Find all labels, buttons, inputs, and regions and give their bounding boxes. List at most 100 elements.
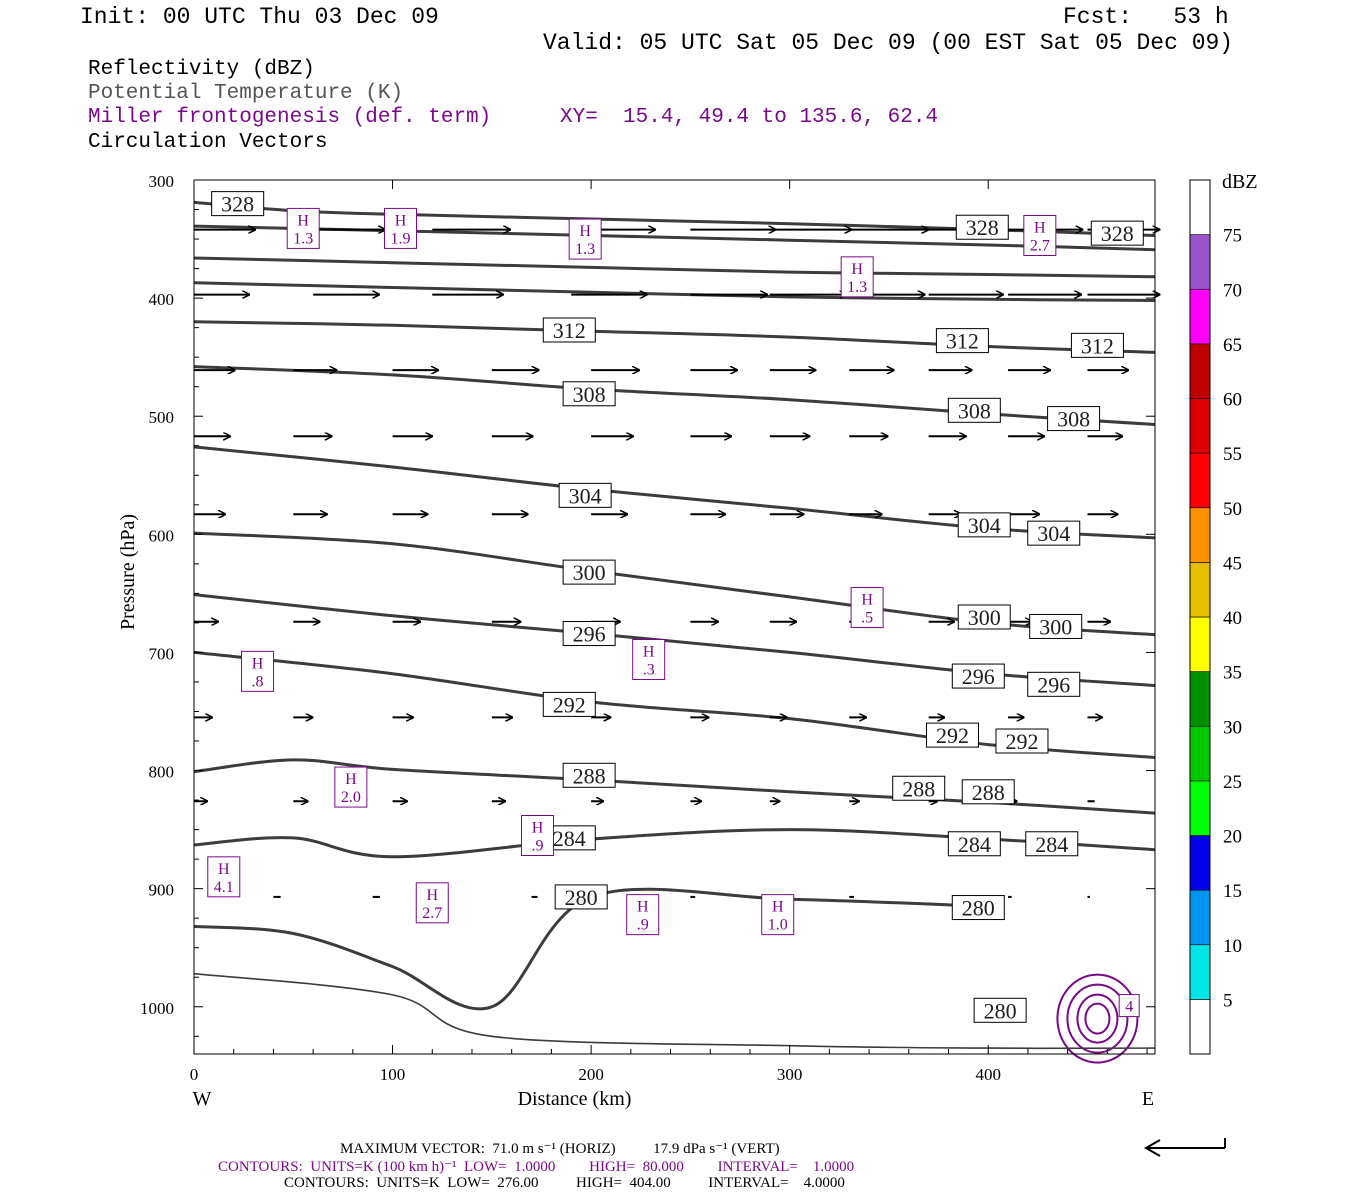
frontogenesis-max-box-2 bbox=[568, 218, 602, 260]
dbz-colorbar: 5 10 15 20 25 30 35 40 45 50 55 60 65 70 75 dBZ bbox=[1189, 171, 1258, 1055]
isentrope-label-304-2-box bbox=[1027, 520, 1081, 546]
isentrope-label-300-1-box bbox=[957, 604, 1011, 630]
frontogenesis-max-h-9: H bbox=[532, 820, 544, 837]
colorbar-label-35: 35 bbox=[1223, 663, 1242, 684]
isentrope-label-296-1: 296 bbox=[962, 664, 995, 689]
isentrope-label-312-0-box bbox=[542, 317, 596, 343]
colorbar-segment-13 bbox=[1189, 288, 1211, 345]
isentrope-label-308-2-box bbox=[1047, 406, 1101, 432]
isentrope-label-292-2-box bbox=[995, 728, 1049, 754]
legend-circulation-vectors: Circulation Vectors bbox=[88, 131, 328, 154]
axes: 300 400 500 600 700 800 900 1000 0 100 200 300 400 Di… bbox=[117, 172, 1156, 1110]
x-tick-label-100: 100 bbox=[380, 1065, 406, 1084]
colorbar-label-5: 5 bbox=[1223, 990, 1233, 1011]
isentrope-label-284-1: 284 bbox=[958, 832, 991, 857]
colorbar-segment-1 bbox=[1189, 944, 1211, 1000]
isentrope-label-284-2-box bbox=[1025, 831, 1079, 857]
frontogenesis-max-box-12 bbox=[626, 894, 660, 936]
frontogenesis-max-h-13: H bbox=[772, 899, 784, 916]
isentrope-label-304-1-box bbox=[957, 512, 1011, 538]
colorbar-label-70: 70 bbox=[1223, 280, 1242, 301]
isentrope-label-296-2-box bbox=[1027, 671, 1081, 697]
isentrope-label-308-1-box bbox=[947, 397, 1001, 423]
isentrope-312 bbox=[193, 320, 1156, 354]
isentrope-label-292-0: 292 bbox=[553, 692, 586, 717]
legend-xy-coordinates: XY= 15.4, 49.4 to 135.6, 62.4 bbox=[560, 106, 939, 129]
frontogenesis-max-value-8: 2.0 bbox=[341, 789, 361, 806]
frontogenesis-max-value-6: .3 bbox=[643, 662, 655, 679]
y-tick-label-900: 900 bbox=[149, 881, 175, 900]
x-end-label-left: W bbox=[193, 1088, 212, 1110]
isentrope-label-284-0: 284 bbox=[553, 826, 586, 851]
isentrope-label-300-0: 300 bbox=[573, 560, 606, 585]
isentrope-label-296-1-box bbox=[951, 663, 1005, 689]
isentrope-280 bbox=[193, 887, 989, 1011]
colorbar-unit: dBZ bbox=[1222, 171, 1258, 193]
x-tick-label-200: 200 bbox=[578, 1065, 604, 1084]
isentrope-label-288-0-box bbox=[562, 762, 616, 788]
isentrope-label-296-0: 296 bbox=[573, 622, 606, 647]
y-tick-label-700: 700 bbox=[149, 644, 175, 663]
forecast-hour: Fcst: 53 h bbox=[1063, 4, 1229, 30]
x-tick-label-300: 300 bbox=[777, 1065, 803, 1084]
isentrope-label-288-2-box bbox=[961, 779, 1015, 805]
isentrope-label-308-0: 308 bbox=[573, 382, 606, 407]
isentrope-320 bbox=[193, 256, 1156, 279]
frontogenesis-max-box-7 bbox=[241, 650, 275, 692]
isentrope-label-292-1: 292 bbox=[936, 723, 969, 748]
colorbar-label-15: 15 bbox=[1223, 881, 1242, 902]
colorbar-segment-8 bbox=[1189, 562, 1211, 618]
reference-vector-head bbox=[1143, 1139, 1161, 1157]
frontogenesis-max-h-8: H bbox=[345, 771, 357, 788]
frontogenesis-max-value-4: 2.7 bbox=[1030, 238, 1050, 255]
isentrope-label-288-1-box bbox=[892, 775, 946, 801]
colorbar-label-25: 25 bbox=[1223, 772, 1242, 793]
frontogenesis-max-value-10: 4.1 bbox=[214, 879, 234, 896]
isentrope-label-288-2: 288 bbox=[972, 780, 1005, 805]
colorbar-label-45: 45 bbox=[1223, 553, 1242, 574]
colorbar-segment-4 bbox=[1189, 780, 1211, 836]
frontogenesis-max-value-11: 2.7 bbox=[422, 905, 442, 922]
colorbar-label-40: 40 bbox=[1223, 608, 1242, 629]
isentrope-316 bbox=[193, 281, 1156, 302]
isentrope-label-328-2-box bbox=[1090, 220, 1144, 246]
frontogenesis-max-value-12: .9 bbox=[637, 917, 649, 934]
frontogenesis-max-h-3: H bbox=[851, 261, 863, 278]
colorbar-segment-7 bbox=[1189, 616, 1211, 672]
isentrope-label-300-1: 300 bbox=[968, 605, 1001, 630]
y-tick-label-300: 300 bbox=[149, 172, 175, 191]
colorbar-segment-12 bbox=[1189, 343, 1211, 399]
isentrope-label-292-0-box bbox=[542, 691, 596, 717]
colorbar-label-10: 10 bbox=[1223, 936, 1242, 957]
frontogenesis-max-box-4 bbox=[1023, 215, 1057, 257]
isentrope-label-308-0-box bbox=[562, 381, 616, 407]
isentrope-label-304-0-box bbox=[558, 482, 612, 508]
colorbar-label-65: 65 bbox=[1223, 335, 1242, 356]
colorbar-label-75: 75 bbox=[1223, 226, 1242, 247]
isentrope-label-extra-0-box bbox=[973, 997, 1027, 1023]
frontogenesis-max-box-8 bbox=[334, 766, 368, 808]
contour-labels: 328 328 328 312 312 312 308 308 308 304 304 304 300 3… bbox=[207, 191, 1144, 1023]
reference-vector bbox=[1143, 1138, 1226, 1157]
valid-time: Valid: 05 UTC Sat 05 Dec 09 (00 EST Sat … bbox=[543, 30, 1234, 56]
frontogenesis-max-value-9: .9 bbox=[531, 838, 543, 855]
isentrope-label-284-2: 284 bbox=[1035, 832, 1068, 857]
frontogenesis-extra-label: 4 bbox=[1125, 999, 1133, 1016]
frontogenesis-max-h-7: H bbox=[252, 655, 264, 672]
colorbar-label-50: 50 bbox=[1223, 499, 1242, 520]
frontogenesis-max-h-5: H bbox=[861, 592, 873, 609]
isentrope-label-280-0-box bbox=[554, 884, 608, 910]
frontogenesis-surface-contour-1 bbox=[1066, 983, 1129, 1054]
isentrope-292 bbox=[193, 650, 1156, 759]
isentrope-label-296-0-box bbox=[562, 621, 616, 647]
frontogenesis-max-box-5 bbox=[850, 587, 884, 629]
frontogenesis-max-value-1: 1.9 bbox=[390, 230, 410, 247]
isentrope-label-312-2: 312 bbox=[1081, 333, 1114, 358]
legend-potential-temperature: Potential Temperature (K) bbox=[88, 82, 404, 105]
x-tick-label-400: 400 bbox=[975, 1065, 1001, 1084]
isentrope-label-288-0: 288 bbox=[573, 763, 606, 788]
frontogenesis-max-value-7: .8 bbox=[252, 673, 264, 690]
frontogenesis-max-box-1 bbox=[383, 207, 417, 249]
init-time: Init: 00 UTC Thu 03 Dec 09 bbox=[80, 4, 439, 30]
plot-frame bbox=[193, 179, 1156, 1055]
